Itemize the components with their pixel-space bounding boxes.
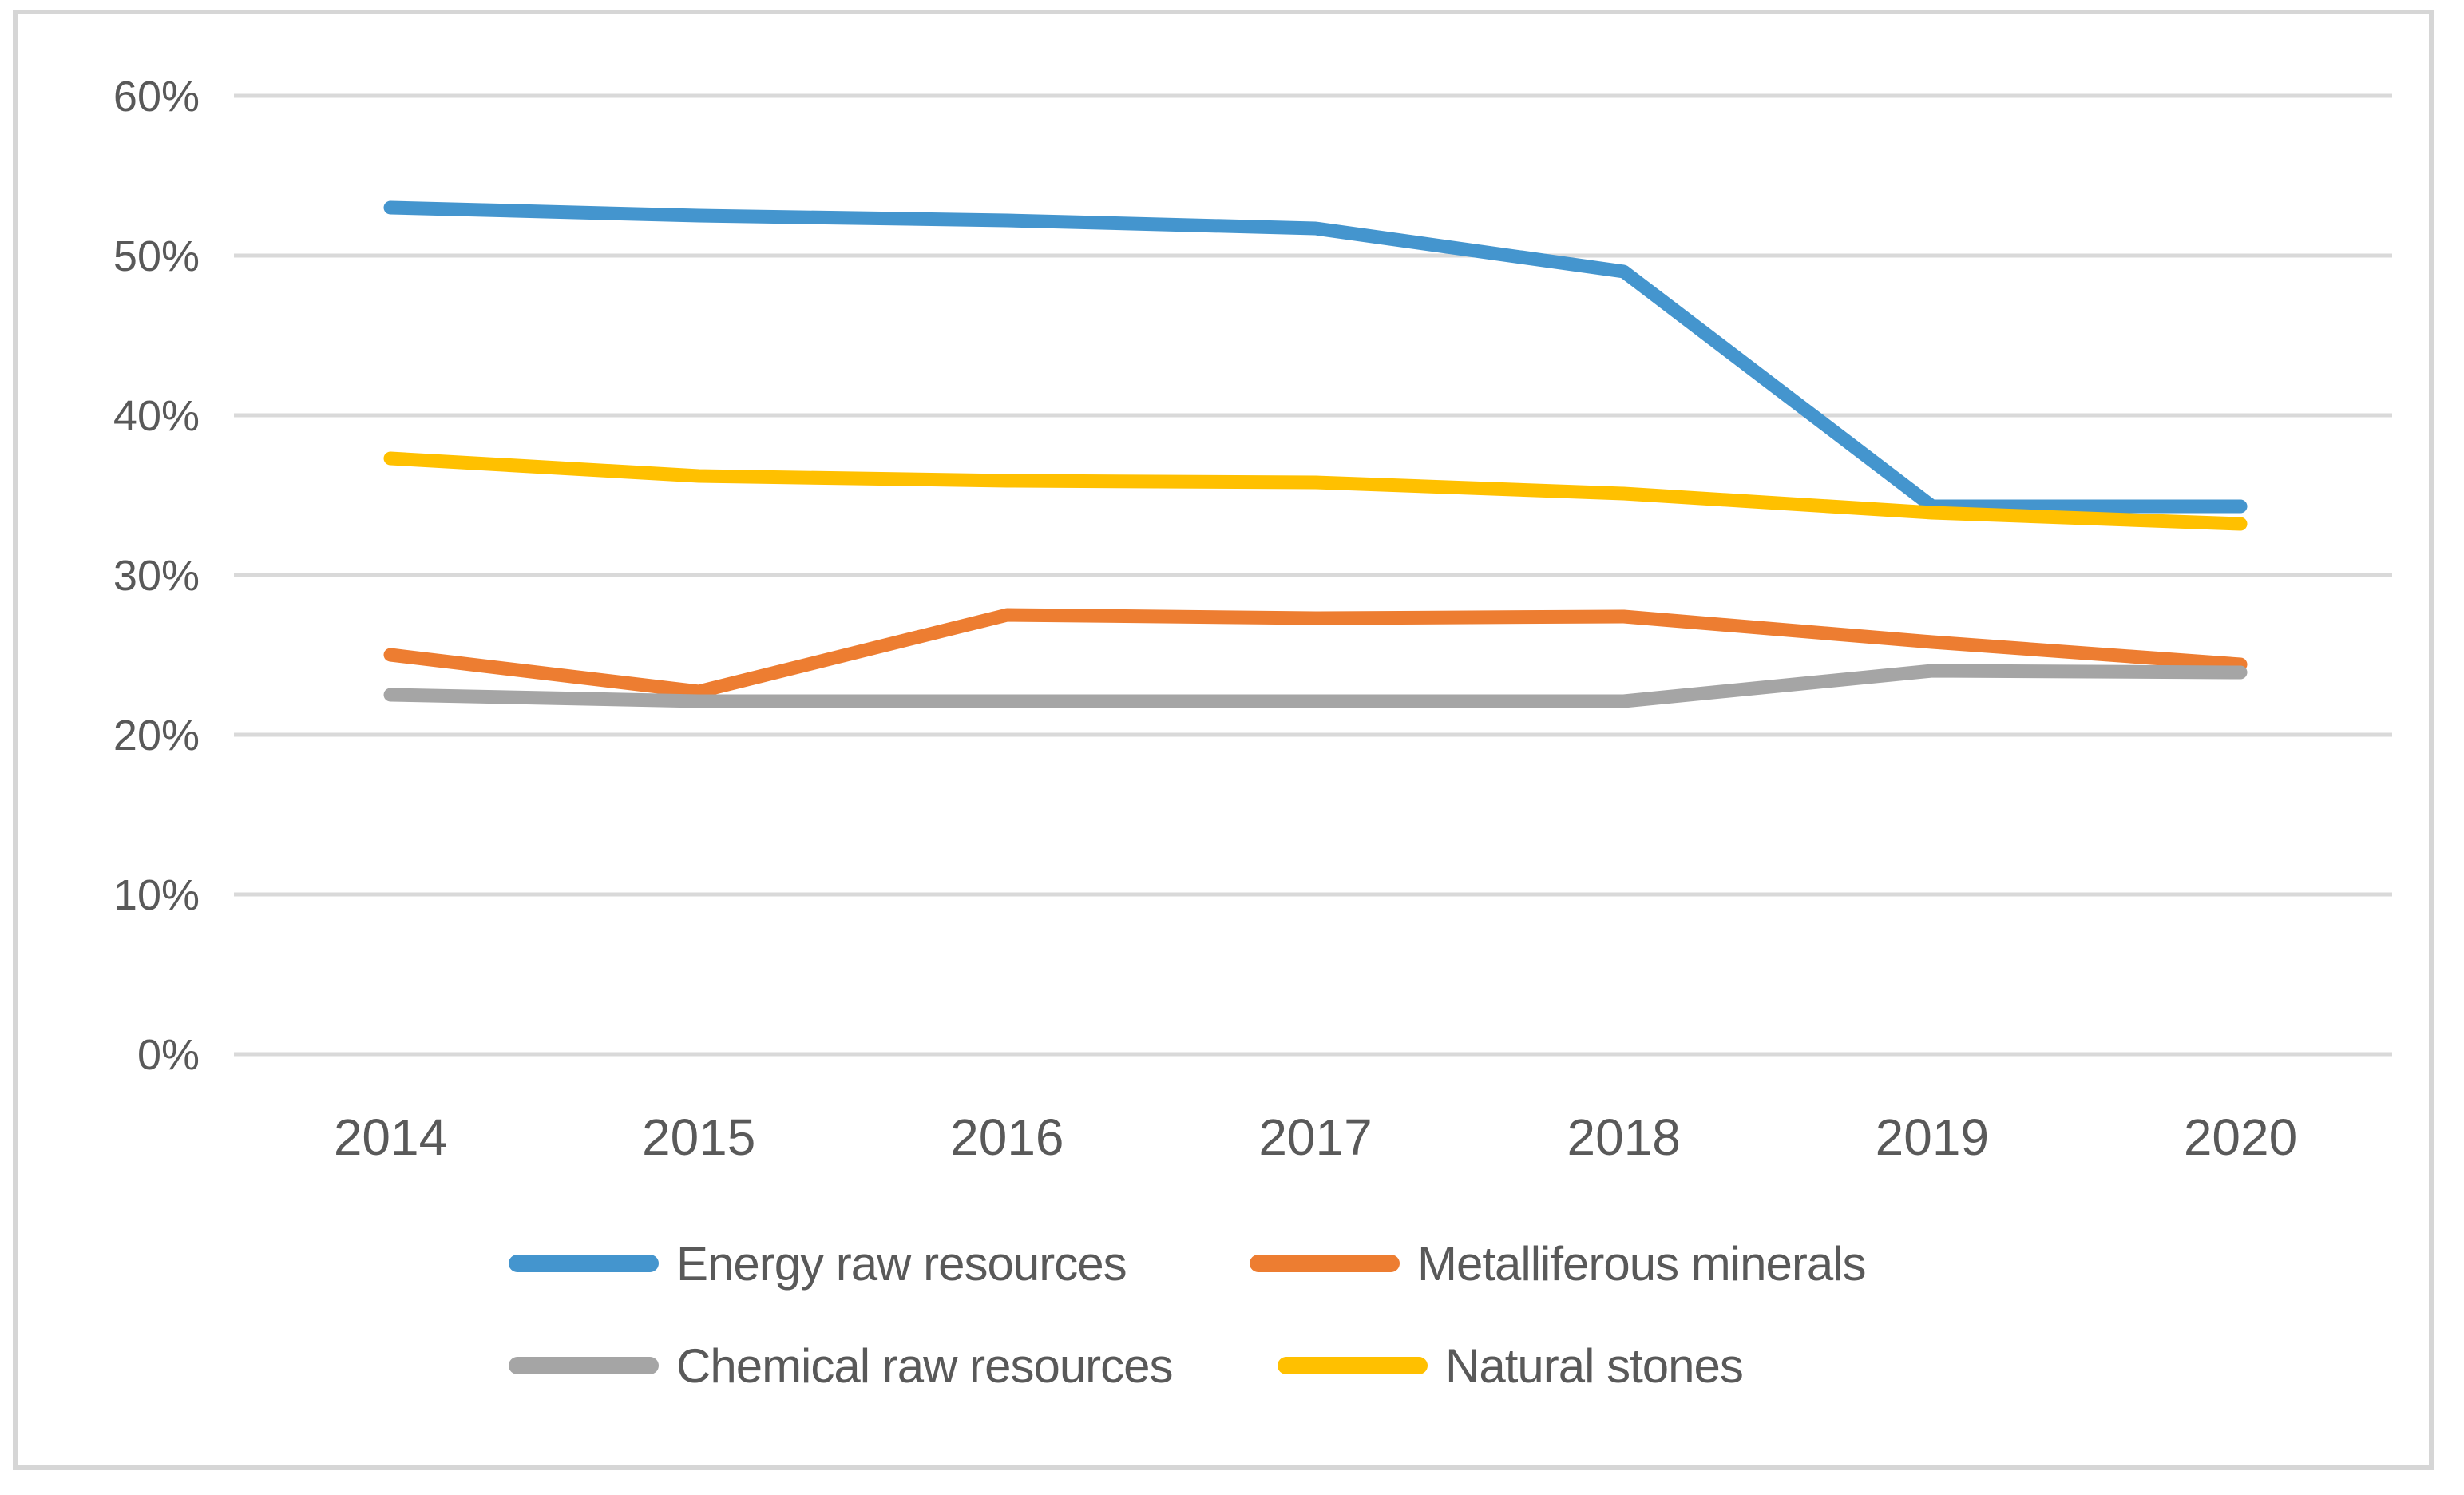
legend-label-energy: Energy raw resources — [676, 1236, 1127, 1291]
legend-label-chemical: Chemical raw resources — [676, 1338, 1174, 1393]
legend-item-chemical-raw-resources: Chemical raw resources — [509, 1338, 1174, 1393]
y-tick-label-40: 40% — [113, 392, 200, 440]
y-tick-label-10: 10% — [113, 871, 200, 919]
legend-swatch-chemical-icon — [509, 1357, 659, 1374]
y-tick-label-20: 20% — [113, 712, 200, 759]
x-tick-label-2018: 2018 — [1567, 1108, 1680, 1166]
legend-swatch-energy-icon — [509, 1255, 659, 1272]
legend-label-metalliferous: Metalliferous minerals — [1417, 1236, 1867, 1291]
series-line-metalliferous-minerals — [383, 608, 2248, 699]
y-tick-label-60: 60% — [113, 73, 200, 121]
y-tick-label-50: 50% — [113, 232, 200, 280]
legend-item-metalliferous-minerals: Metalliferous minerals — [1250, 1236, 1867, 1291]
series-line-natural-stones — [383, 451, 2248, 531]
legend-item-natural-stones: Natural stones — [1278, 1338, 1744, 1393]
series-line-energy-raw-resources — [383, 200, 2248, 514]
legend-label-natural-stones: Natural stones — [1445, 1338, 1744, 1393]
y-tick-label-30: 30% — [113, 552, 200, 600]
x-tick-label-2016: 2016 — [950, 1108, 1064, 1166]
x-tick-label-2015: 2015 — [642, 1108, 755, 1166]
series-line-chemical-raw-resources — [383, 664, 2248, 708]
y-tick-label-0: 0% — [137, 1031, 200, 1079]
legend-swatch-natural-stones-icon — [1278, 1357, 1428, 1374]
x-tick-label-2017: 2017 — [1258, 1108, 1372, 1166]
legend-swatch-metalliferous-icon — [1250, 1255, 1400, 1272]
x-tick-label-2014: 2014 — [334, 1108, 447, 1166]
chart-border-frame — [13, 10, 2434, 1470]
legend-item-energy-raw-resources: Energy raw resources — [509, 1236, 1127, 1291]
x-tick-label-2020: 2020 — [2184, 1108, 2297, 1166]
x-tick-label-2019: 2019 — [1876, 1108, 1989, 1166]
